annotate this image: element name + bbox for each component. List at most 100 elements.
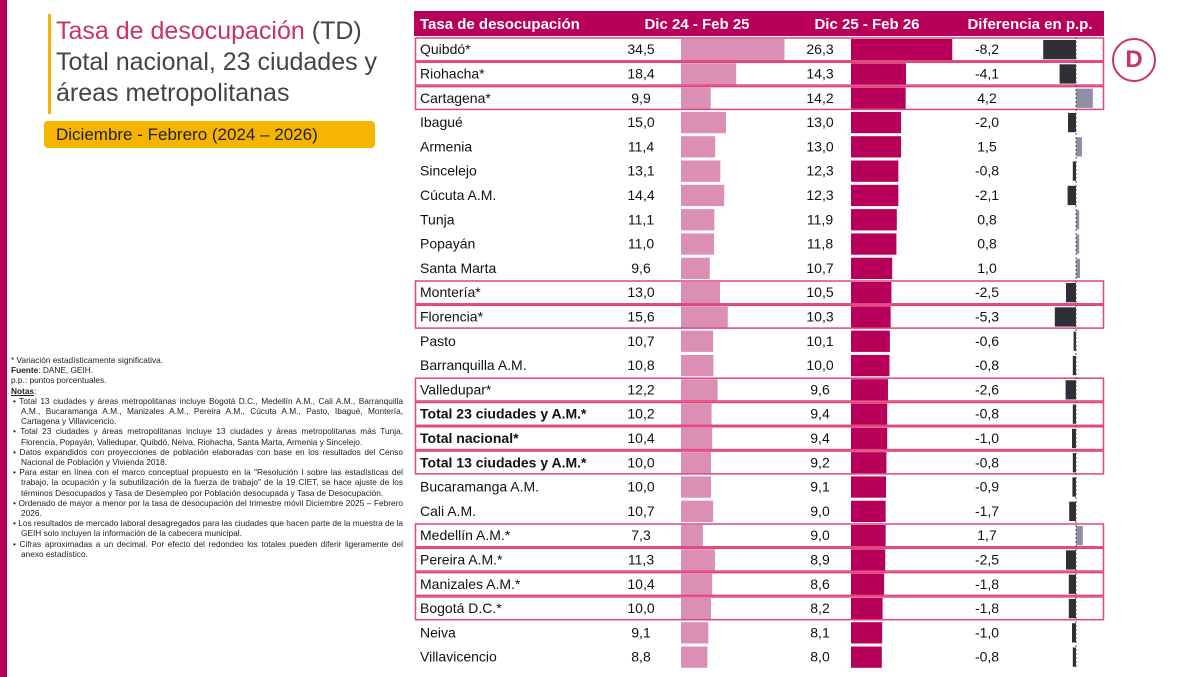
bar-difference xyxy=(1076,258,1080,278)
row-label: Bogotá D.C.* xyxy=(420,600,502,616)
bar-dic24-feb25 xyxy=(681,354,714,377)
bar-dic25-feb26 xyxy=(851,233,897,255)
bar-dic25-feb26 xyxy=(851,500,886,522)
bar-difference xyxy=(1076,526,1083,546)
value-difference: -2,0 xyxy=(975,114,999,130)
note-item: Total 23 ciudades y áreas metropolitanas… xyxy=(11,426,403,446)
value-dic25-feb26: 9,1 xyxy=(810,479,830,495)
value-dic25-feb26: 9,0 xyxy=(810,503,830,519)
value-dic24-feb25: 9,9 xyxy=(631,90,651,106)
highlight-frame xyxy=(414,377,1105,402)
row-label: Armenia xyxy=(420,138,472,154)
brand-logo: D xyxy=(1112,38,1156,82)
note-item: Los resultados de mercado laboral desagr… xyxy=(11,518,403,538)
bar-dic24-feb25 xyxy=(681,452,711,474)
value-dic24-feb25: 10,0 xyxy=(627,600,654,616)
bar-dic25-feb26 xyxy=(851,525,886,547)
row-label: Valledupar* xyxy=(420,381,492,397)
bar-dic24-feb25 xyxy=(681,184,725,207)
value-dic24-feb25: 7,3 xyxy=(631,527,651,543)
value-dic25-feb26: 8,6 xyxy=(810,576,830,592)
value-dic25-feb26: 10,5 xyxy=(806,284,833,300)
value-dic24-feb25: 11,4 xyxy=(628,138,654,154)
bar-dic25-feb26 xyxy=(851,63,907,85)
column-header: Diferencia en p.p. xyxy=(967,16,1092,33)
value-dic24-feb25: 12,2 xyxy=(627,381,654,397)
bar-difference xyxy=(1066,550,1076,570)
row-label: Cali A.M. xyxy=(420,503,476,519)
value-difference: -5,3 xyxy=(975,308,999,324)
bar-difference xyxy=(1072,428,1076,449)
note-item: Ordenado de mayor a menor por la tasa de… xyxy=(11,498,403,518)
value-difference: -0,6 xyxy=(975,333,999,349)
value-difference: -0,9 xyxy=(975,479,999,495)
value-dic25-feb26: 8,0 xyxy=(810,649,830,665)
note-item: Total 13 ciudades y áreas metropolitanas… xyxy=(11,396,403,427)
bar-dic25-feb26 xyxy=(851,573,885,595)
value-difference: 1,0 xyxy=(977,260,997,276)
bar-dic25-feb26 xyxy=(851,39,953,61)
highlight-frame xyxy=(414,523,1105,548)
row-label: Pasto xyxy=(420,333,456,349)
value-difference: -2,6 xyxy=(975,381,999,397)
bar-dic24-feb25 xyxy=(681,476,711,498)
row-label: Bucaramanga A.M. xyxy=(420,479,539,495)
bar-dic25-feb26 xyxy=(851,87,906,109)
row-label: Neiva xyxy=(420,624,456,640)
value-difference: -4,1 xyxy=(975,65,999,81)
value-dic24-feb25: 18,4 xyxy=(627,65,654,81)
bar-dic24-feb25 xyxy=(681,39,785,61)
bar-difference xyxy=(1072,477,1076,497)
bar-dic24-feb25 xyxy=(681,330,714,352)
bar-dic25-feb26 xyxy=(851,330,890,352)
bar-difference xyxy=(1076,234,1080,254)
bar-dic24-feb25 xyxy=(681,403,712,425)
value-dic25-feb26: 11,8 xyxy=(807,236,833,252)
value-dic24-feb25: 10,2 xyxy=(627,406,654,422)
left-accent-bar xyxy=(0,0,7,677)
bar-dic25-feb26 xyxy=(851,282,892,304)
highlight-frame xyxy=(414,280,1105,305)
bar-dic25-feb26 xyxy=(851,549,886,571)
highlight-frame xyxy=(414,450,1105,475)
bar-dic25-feb26 xyxy=(851,403,888,425)
row-label: Pereira A.M.* xyxy=(420,551,503,567)
value-dic24-feb25: 10,7 xyxy=(627,503,654,519)
value-difference: -1,7 xyxy=(975,503,999,519)
bar-difference xyxy=(1067,185,1076,206)
value-difference: -0,8 xyxy=(975,406,999,422)
note-pp: p.p.: puntos porcentuales. xyxy=(11,375,107,386)
bar-dic24-feb25 xyxy=(681,160,721,182)
highlight-frame xyxy=(414,547,1105,572)
value-dic25-feb26: 8,1 xyxy=(810,624,830,640)
highlight-frame xyxy=(414,37,1105,62)
row-label: Ibagué xyxy=(420,114,463,130)
value-difference: -0,8 xyxy=(975,163,999,179)
bar-dic24-feb25 xyxy=(681,525,703,547)
period-badge: Diciembre - Febrero (2024 – 2026) xyxy=(44,121,375,148)
value-difference: -0,8 xyxy=(975,649,999,665)
value-dic25-feb26: 8,2 xyxy=(810,600,830,616)
note-item: Cifras aproximadas a un decimal. Por efe… xyxy=(11,539,403,559)
bar-dic25-feb26 xyxy=(851,452,887,474)
value-dic25-feb26: 9,6 xyxy=(810,381,830,397)
bar-difference xyxy=(1072,453,1076,473)
title-line-2: Total nacional, 23 ciudades y xyxy=(56,48,378,76)
bar-dic25-feb26 xyxy=(851,597,883,620)
value-difference: 1,5 xyxy=(977,138,997,154)
value-dic24-feb25: 11,1 xyxy=(628,211,654,227)
row-label: Sincelejo xyxy=(420,163,477,179)
bar-dic25-feb26 xyxy=(851,427,888,450)
highlight-frame xyxy=(414,304,1105,329)
notes-label: Notas xyxy=(11,385,35,396)
bar-dic25-feb26 xyxy=(851,160,899,182)
row-label: Florencia* xyxy=(420,308,484,324)
value-difference: -2,5 xyxy=(975,284,999,300)
bar-difference xyxy=(1076,210,1080,230)
bar-dic25-feb26 xyxy=(851,136,902,158)
bar-dic25-feb26 xyxy=(851,354,890,377)
bar-difference xyxy=(1054,307,1076,327)
row-label: Cartagena* xyxy=(420,90,491,106)
row-label: Barranquilla A.M. xyxy=(420,357,527,373)
